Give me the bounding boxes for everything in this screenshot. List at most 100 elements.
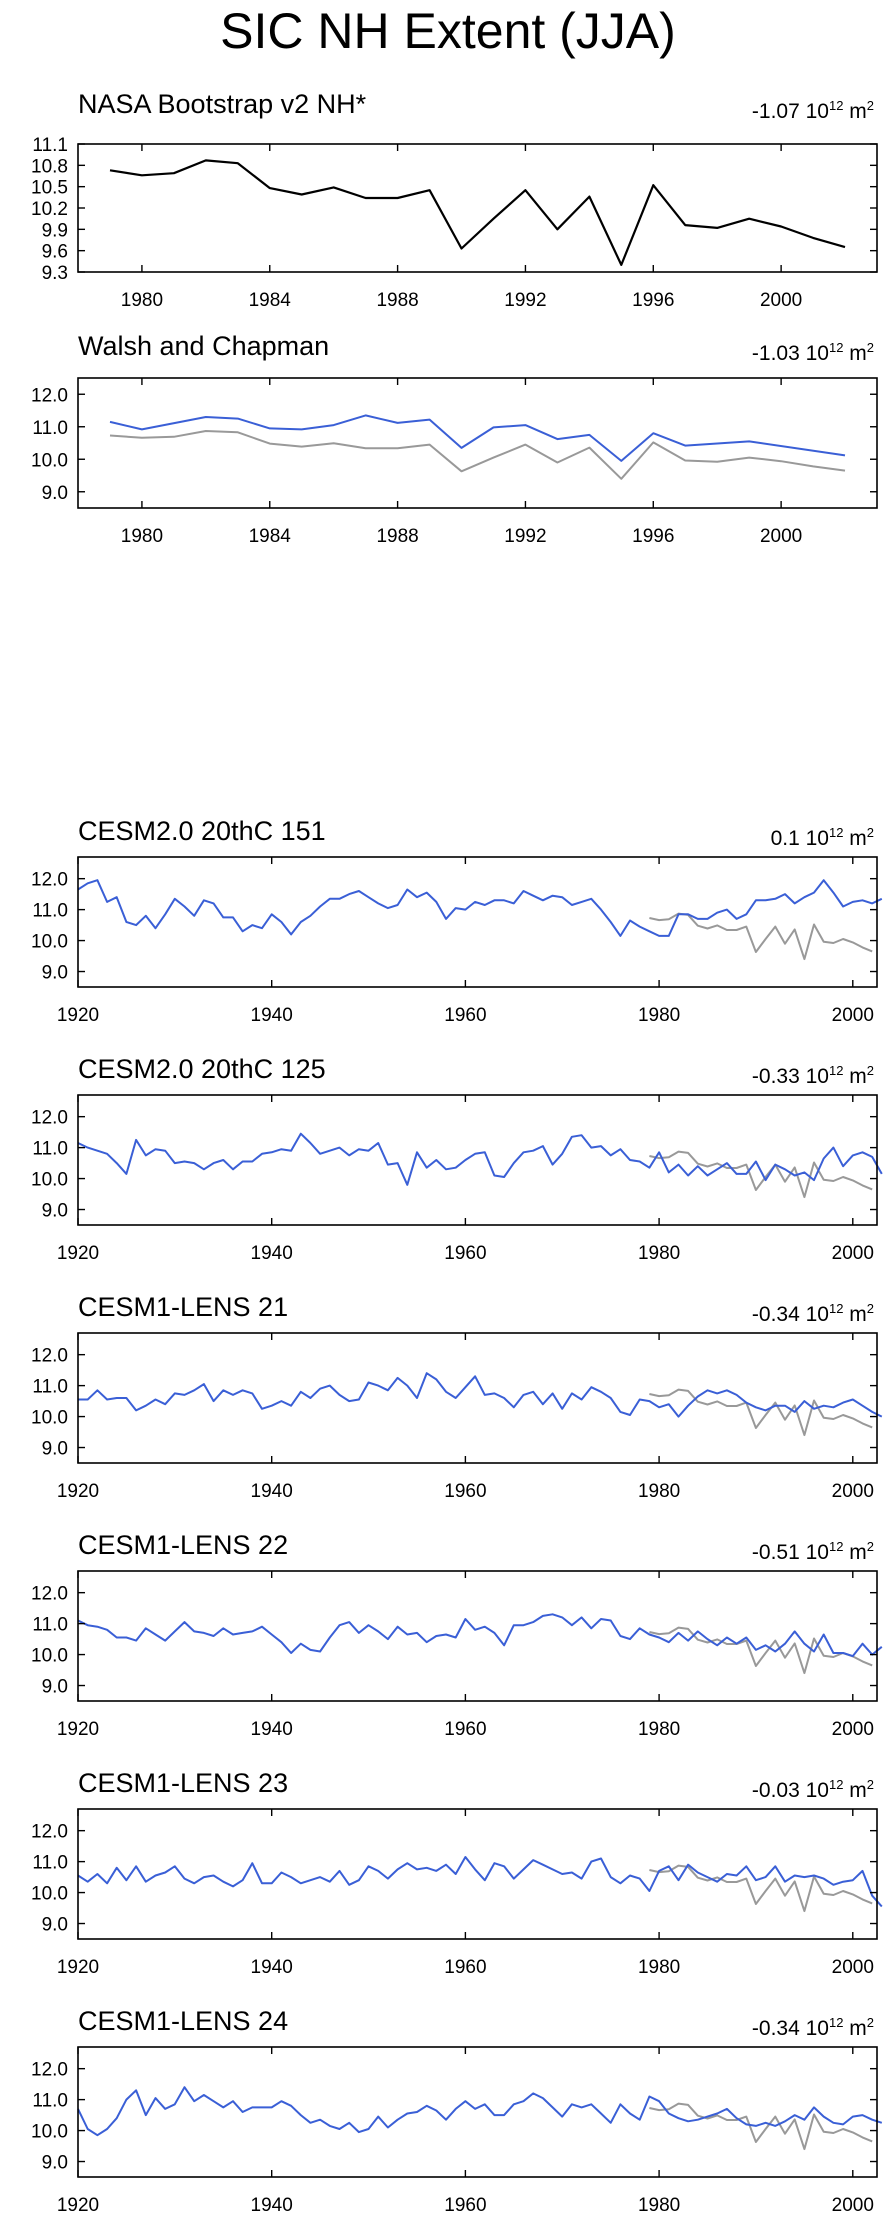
- x-tick-label: 1980: [638, 1957, 680, 1978]
- y-tick-label: 9.0: [42, 1915, 68, 1936]
- y-tick-label: 9.0: [42, 1201, 68, 1222]
- chart-plot: 9.0 10.0 11.0 12.0 1920 1940 1960 1980 2000: [31, 1570, 883, 1740]
- chart-plot: 9.39.69.910.210.510.811.1 1980 1984 1988 199…: [31, 135, 878, 311]
- x-tick-label: 1980: [121, 290, 163, 311]
- x-tick-label: 1984: [249, 290, 292, 311]
- x-tick-label: 1940: [251, 1243, 293, 1264]
- trend-label: -0.34 1012 m2: [751, 2015, 874, 2040]
- x-tick-label: 2000: [832, 1243, 874, 1264]
- plot-frame: [77, 2046, 878, 2178]
- y-tick-label: 10.0: [31, 1646, 68, 1667]
- chart-panel: CESM1-LENS 24 -0.34 1012 m2 9.0 10.0 11.0 12.…: [0, 2005, 896, 2221]
- y-tick-label: 11.0: [32, 1853, 68, 1874]
- plot-frame: [77, 1570, 878, 1702]
- chart-panel: NASA Bootstrap v2 NH* -1.07 1012 m2 9.3 9.6…: [0, 88, 896, 316]
- x-tick-label: 2000: [832, 2195, 874, 2216]
- series-line-obs-background: [649, 1388, 873, 1437]
- panel-title: CESM1-LENS 23: [78, 1768, 289, 1798]
- x-tick-label: 2000: [832, 1957, 874, 1978]
- y-tick-label: 10.0: [31, 450, 68, 471]
- plot-frame: [77, 377, 878, 509]
- x-tick-label: 2000: [832, 1005, 874, 1026]
- panel-title: NASA Bootstrap v2 NH*: [78, 89, 367, 119]
- y-tick-label: 10.5: [31, 178, 68, 199]
- y-tick-label: 9.9: [42, 220, 68, 241]
- series-line-model: [77, 879, 883, 937]
- series-line-model: [77, 2086, 883, 2137]
- series-line-obs-background: [649, 2102, 873, 2151]
- y-tick-label: 10.8: [31, 156, 68, 177]
- y-tick-label: 12.0: [31, 870, 68, 891]
- series-line-obs-background: [649, 1150, 873, 1199]
- series-line-model: [77, 1613, 883, 1658]
- y-tick-label: 10.0: [31, 1884, 68, 1905]
- x-tick-label: 2000: [832, 1719, 874, 1740]
- x-tick-label: 2000: [760, 526, 802, 547]
- y-tick-label: 10.0: [31, 1408, 68, 1429]
- series-line-obs-background: [649, 1626, 873, 1675]
- x-tick-label: 1940: [251, 1957, 293, 1978]
- y-tick-label: 12.0: [31, 1108, 68, 1129]
- x-tick-label: 1988: [376, 526, 418, 547]
- x-tick-label: 1988: [376, 290, 418, 311]
- chart-panel: CESM2.0 20thC 125 -0.33 1012 m2 9.0 10.0 11.…: [0, 1053, 896, 1269]
- x-tick-label: 1940: [251, 1481, 293, 1502]
- panel-title: CESM1-LENS 22: [78, 1530, 289, 1560]
- y-tick-label: 11.0: [32, 1139, 68, 1160]
- x-tick-label: 1980: [638, 2195, 680, 2216]
- x-tick-label: 1920: [57, 1719, 99, 1740]
- trend-label: 0.1 1012 m2: [770, 825, 874, 850]
- y-tick-label: 11.0: [32, 418, 68, 439]
- panel-title: CESM1-LENS 24: [78, 2006, 289, 2036]
- y-tick-label: 12.0: [31, 1346, 68, 1367]
- x-tick-label: 1992: [504, 526, 546, 547]
- chart-plot: 9.0 10.0 11.0 12.0 1920 1940 1960 1980 2000: [31, 1094, 883, 1264]
- y-tick-label: 11.0: [32, 2091, 68, 2112]
- x-tick-label: 1984: [249, 526, 292, 547]
- x-tick-label: 2000: [832, 1481, 874, 1502]
- x-tick-label: 1980: [638, 1243, 680, 1264]
- y-tick-label: 9.0: [42, 2153, 68, 2174]
- x-tick-label: 1980: [638, 1719, 680, 1740]
- panel-title: CESM1-LENS 21: [78, 1292, 289, 1322]
- chart-plot: 9.0 10.0 11.0 12.0 1920 1940 1960 1980 2000: [31, 856, 883, 1026]
- chart-panel: CESM1-LENS 21 -0.34 1012 m2 9.0 10.0 11.0 12.…: [0, 1291, 896, 1507]
- x-tick-label: 1992: [504, 290, 546, 311]
- chart-panel: CESM2.0 20thC 151 0.1 1012 m2 9.0 10.0 11.0 1…: [0, 815, 896, 1031]
- x-tick-label: 1960: [444, 1243, 486, 1264]
- trend-label: -0.51 1012 m2: [751, 1539, 874, 1564]
- trend-label: -1.03 1012 m2: [751, 340, 874, 365]
- x-tick-label: 1960: [444, 2195, 486, 2216]
- y-tick-label: 11.0: [32, 1615, 68, 1636]
- y-tick-label: 9.3: [42, 263, 68, 284]
- plot-frame: [77, 1332, 878, 1464]
- plot-frame: [77, 856, 878, 988]
- y-tick-label: 12.0: [31, 1822, 68, 1843]
- x-tick-label: 1940: [251, 2195, 293, 2216]
- y-tick-label: 10.0: [31, 1170, 68, 1191]
- trend-label: -0.33 1012 m2: [751, 1063, 874, 1088]
- y-tick-label: 9.6: [42, 242, 68, 263]
- chart-panel: Walsh and Chapman -1.03 1012 m2 9.0 10.0 11.…: [0, 330, 896, 552]
- series-line-obs: [109, 159, 846, 266]
- y-tick-label: 11.1: [32, 135, 68, 156]
- x-tick-label: 1960: [444, 1719, 486, 1740]
- y-tick-label: 11.0: [32, 901, 68, 922]
- x-tick-label: 1940: [251, 1719, 293, 1740]
- x-tick-label: 1980: [638, 1481, 680, 1502]
- y-tick-label: 9.0: [42, 483, 68, 504]
- y-tick-label: 11.0: [32, 1377, 68, 1398]
- y-tick-label: 9.0: [42, 1677, 68, 1698]
- chart-plot: 9.0 10.0 11.0 12.0 1920 1940 1960 1980 2000: [31, 1332, 883, 1502]
- plot-frame: [77, 1094, 878, 1226]
- x-tick-label: 1996: [632, 526, 674, 547]
- x-tick-label: 1960: [444, 1481, 486, 1502]
- x-tick-label: 1980: [638, 1005, 680, 1026]
- y-tick-label: 12.0: [31, 1584, 68, 1605]
- series-line-obs-background: [109, 430, 846, 480]
- trend-label: -0.03 1012 m2: [751, 1777, 874, 1802]
- trend-label: -0.34 1012 m2: [751, 1301, 874, 1326]
- series-line-model: [109, 414, 846, 462]
- y-tick-label: 12.0: [31, 2060, 68, 2081]
- chart-panel: CESM1-LENS 23 -0.03 1012 m2 9.0 10.0 11.0 12.…: [0, 1767, 896, 1983]
